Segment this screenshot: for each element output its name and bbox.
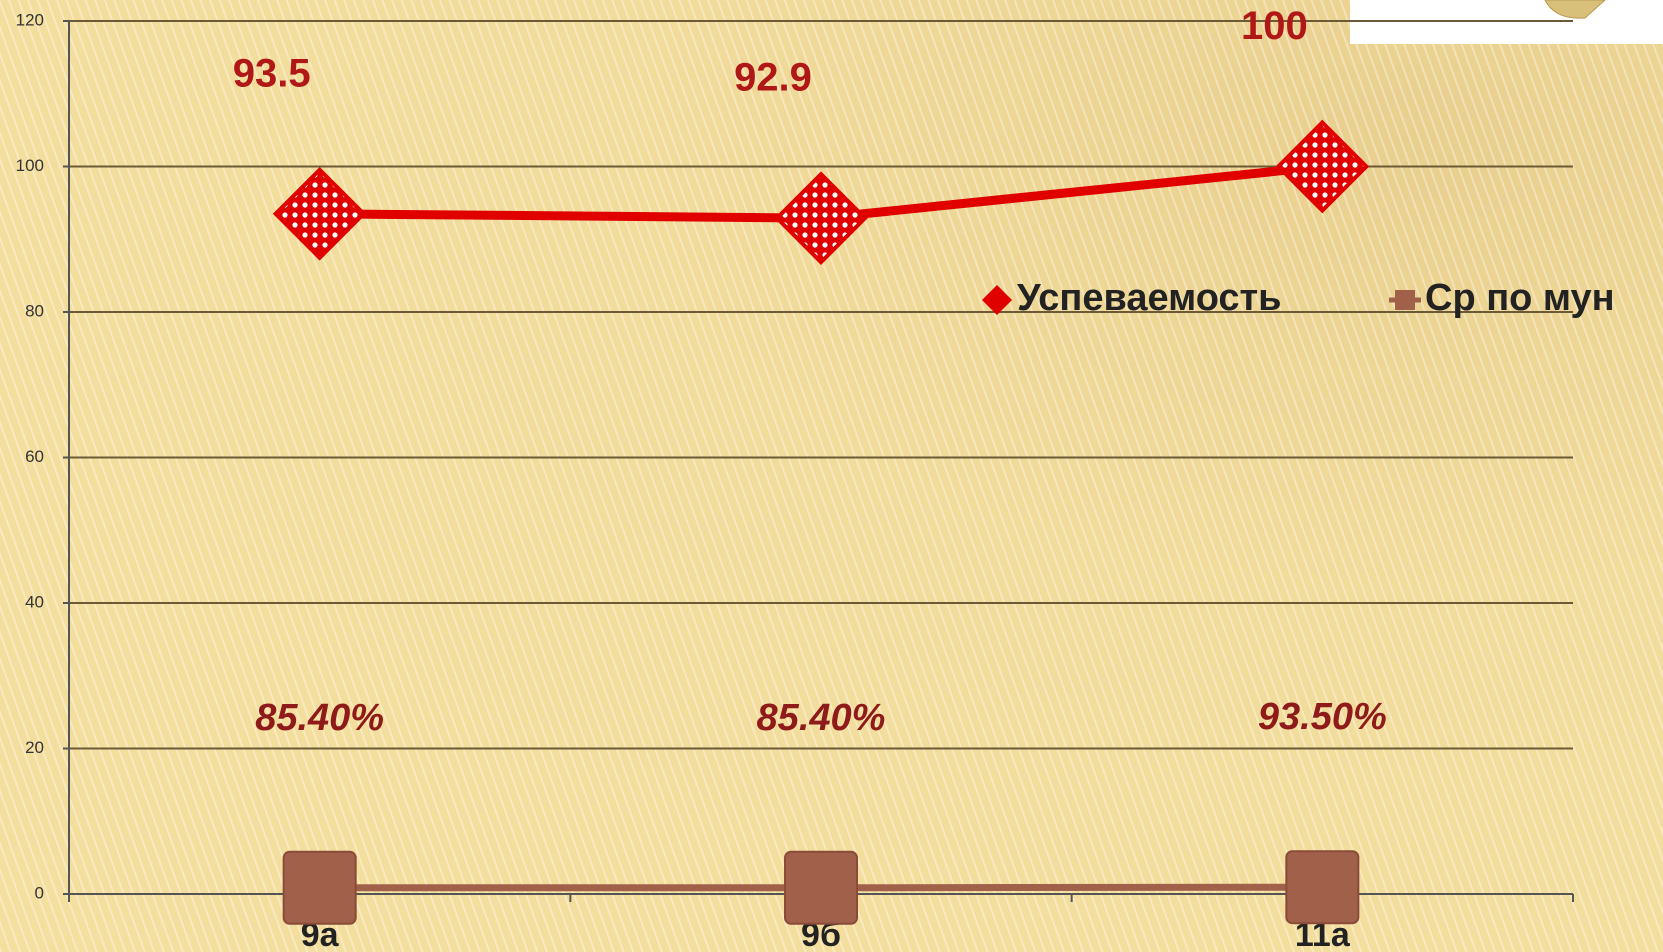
- y-tick-label: 120: [16, 10, 44, 29]
- y-tick-label: 40: [25, 592, 44, 611]
- y-tick-label: 80: [25, 301, 44, 320]
- y-tick-label: 60: [25, 447, 44, 466]
- diamond-marker: [276, 170, 364, 258]
- value-label: 100: [1241, 4, 1308, 48]
- y-tick-label: 100: [16, 156, 44, 175]
- y-tick-label: 0: [35, 883, 44, 902]
- diamond-marker: [1278, 123, 1366, 211]
- value-label: 93.50%: [1258, 696, 1387, 738]
- value-label: 85.40%: [757, 697, 886, 739]
- value-label: 92.9: [734, 56, 812, 100]
- diamond-marker: [777, 174, 865, 262]
- legend-label: Ср по мун: [1425, 277, 1615, 319]
- legend-label: Успеваемость: [1017, 277, 1282, 319]
- square-marker: [1286, 851, 1358, 923]
- chart: 0204060801001209а9б11а93.592.910085.40%8…: [0, 0, 1663, 952]
- legend-marker: [1395, 290, 1415, 310]
- y-tick-label: 20: [25, 738, 44, 757]
- square-marker: [284, 852, 356, 924]
- legend-marker: [982, 285, 1012, 315]
- value-label: 93.5: [233, 51, 311, 95]
- square-marker: [785, 852, 857, 924]
- value-label: 85.40%: [255, 697, 384, 739]
